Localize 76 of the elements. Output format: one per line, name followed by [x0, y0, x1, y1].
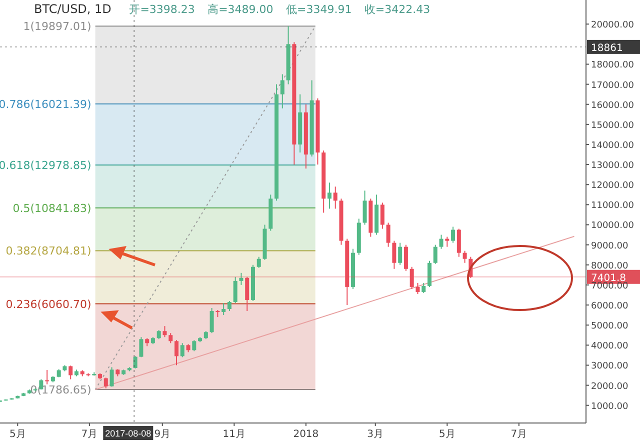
y-tick-label: 14000.00 — [591, 140, 634, 151]
x-tick-label: 11月 — [222, 429, 246, 440]
candlestick — [139, 336, 144, 358]
x-tick-label: 5月 — [9, 429, 26, 440]
candlestick — [162, 326, 167, 338]
candlestick — [386, 222, 390, 248]
candlestick — [239, 272, 244, 286]
candlestick — [327, 182, 332, 210]
candlestick — [222, 302, 226, 316]
candlestick — [68, 365, 73, 380]
candlestick — [362, 190, 367, 226]
x-tick-label: 9月 — [154, 429, 171, 440]
x-tick-label: 7月 — [81, 429, 98, 440]
candlestick — [256, 256, 261, 268]
candlestick — [433, 244, 438, 264]
y-tick-label: 11000.00 — [591, 201, 634, 212]
candlestick — [210, 308, 214, 334]
candlestick — [462, 250, 467, 264]
candlestick — [104, 377, 108, 389]
y-tick-label: 17000.00 — [591, 80, 634, 91]
annotation: 收=3422.43 — [364, 3, 430, 16]
x-tick-label: 3月 — [367, 429, 384, 440]
y-tick-label: 20000.00 — [591, 20, 634, 31]
y-tick-label: 7000.00 — [591, 281, 628, 292]
y-tick-label: 13000.00 — [591, 161, 634, 172]
candlestick — [410, 266, 414, 290]
x-tick-label: 7月 — [510, 429, 528, 440]
x-tick-label: 5月 — [438, 429, 456, 440]
candlestick — [333, 186, 338, 210]
candlestick — [174, 340, 179, 366]
y-tick-label: 1000.00 — [591, 402, 628, 412]
candlestick — [168, 332, 173, 344]
annotation: 开=3398.23 — [129, 3, 195, 16]
ref-line-label: 18861 — [591, 42, 623, 54]
candlestick — [245, 276, 250, 312]
y-tick-label: 5000.00 — [591, 322, 628, 332]
candlestick — [133, 356, 138, 369]
candlestick — [380, 202, 384, 230]
candlestick — [451, 226, 456, 244]
candlestick — [439, 234, 444, 250]
candlestick — [422, 282, 426, 294]
candlestick — [156, 330, 161, 340]
candlestick — [428, 260, 432, 288]
y-tick-label: 10000.00 — [591, 221, 634, 232]
candlestick — [392, 240, 396, 270]
series-label: 1(19897.01) — [23, 20, 92, 34]
series-label: 0.382(8704.81) — [6, 244, 92, 258]
candlestick — [45, 370, 50, 385]
y-tick-label: 3000.00 — [591, 362, 628, 372]
chart-title: BTC/USD, 1D — [34, 2, 112, 16]
candlestick — [192, 340, 196, 352]
candlestick — [227, 300, 232, 312]
candlestick — [233, 276, 238, 304]
y-tick-label: 6000.00 — [591, 302, 628, 312]
series-label: 0.5(10841.83) — [12, 202, 92, 215]
annotation: 低=3349.91 — [286, 3, 352, 16]
y-tick-label: 4000.00 — [591, 342, 628, 352]
annotation: 高=3489.00 — [208, 3, 274, 16]
candlestick — [398, 242, 402, 266]
y-tick-label: 16000.00 — [591, 100, 634, 111]
candlestick — [445, 236, 450, 248]
y-tick-label: 12000.00 — [591, 181, 634, 192]
candlestick — [280, 74, 284, 109]
y-tick-label: 15000.00 — [591, 120, 634, 131]
y-tick-label: 2000.00 — [591, 382, 628, 392]
y-tick-label: 8000.00 — [591, 261, 628, 272]
candlestick — [180, 342, 184, 358]
x-tick-label: 2018 — [293, 429, 319, 440]
candlestick — [404, 244, 408, 272]
candlestick — [110, 366, 114, 388]
y-tick-label: 18000.00 — [591, 60, 634, 71]
series-label: 0.236(6060.70) — [6, 298, 92, 311]
candlestick — [416, 282, 420, 294]
y-tick-label: 9000.00 — [591, 241, 628, 252]
candlestick — [456, 228, 461, 258]
ref-line-label: 2017-08-08 — [105, 428, 152, 438]
